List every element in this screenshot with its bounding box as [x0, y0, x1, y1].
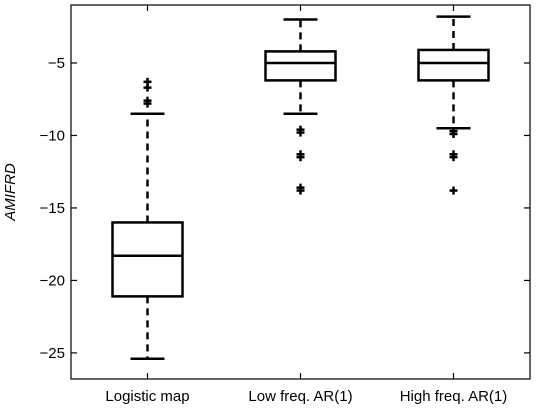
x-tick-label: High freq. AR(1)	[400, 388, 508, 405]
y-axis-label: AMIFRD	[2, 163, 19, 222]
x-tick-label: Logistic map	[105, 388, 189, 405]
iqr-box	[266, 51, 336, 80]
y-tick-label: −25	[40, 345, 65, 362]
iqr-box	[113, 222, 183, 296]
y-tick-label: −15	[40, 200, 65, 217]
y-tick-label: −20	[40, 272, 65, 289]
iqr-box	[419, 50, 489, 80]
x-tick-label: Low freq. AR(1)	[248, 388, 352, 405]
y-tick-label: −5	[48, 55, 65, 72]
y-tick-label: −10	[40, 127, 65, 144]
